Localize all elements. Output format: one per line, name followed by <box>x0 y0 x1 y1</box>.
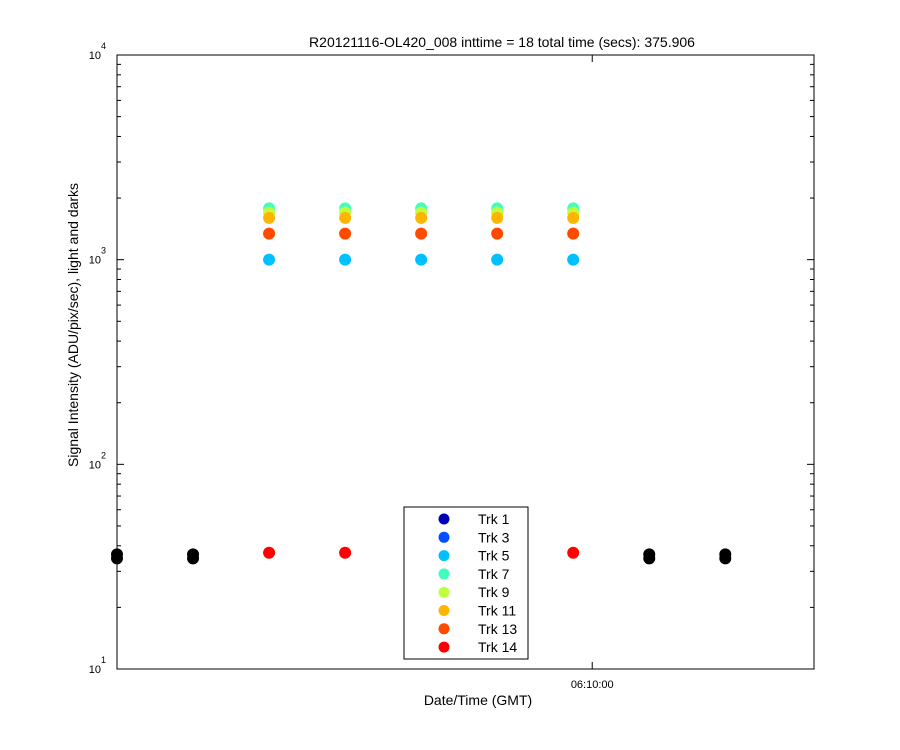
y-tick-label: 103 <box>89 246 106 267</box>
y-axis-label: Signal Intensity (ADU/pix/sec), light an… <box>65 183 81 467</box>
data-point <box>415 211 428 224</box>
data-point <box>567 211 580 224</box>
legend-marker <box>438 641 450 653</box>
legend-label: Trk 1 <box>478 511 510 527</box>
legend-label: Trk 3 <box>478 529 510 545</box>
legend-marker <box>438 605 450 616</box>
data-point <box>491 227 504 240</box>
legend-marker <box>438 531 450 543</box>
x-tick-label: 06:10:00 <box>571 679 614 691</box>
legend-marker <box>438 586 450 598</box>
data-point <box>491 211 504 224</box>
legend-label: Trk 5 <box>478 548 510 564</box>
legend-marker <box>438 568 450 580</box>
data-point <box>415 227 428 240</box>
legend-marker <box>438 623 450 635</box>
y-tick-label: 104 <box>89 41 106 62</box>
data-point <box>491 253 504 266</box>
data-point <box>339 211 352 224</box>
y-tick-label: 101 <box>89 655 106 676</box>
legend-box <box>403 506 529 660</box>
data-point <box>415 253 428 266</box>
data-points <box>111 202 732 565</box>
data-point <box>263 227 276 240</box>
data-point <box>339 546 352 559</box>
legend-label: Trk 11 <box>478 603 516 619</box>
x-axis-ticks: 06:10:00 <box>571 55 614 691</box>
y-tick-label: 102 <box>89 450 106 471</box>
data-point <box>567 253 580 266</box>
data-point <box>263 211 276 224</box>
dark-data-point <box>111 552 123 565</box>
data-point <box>339 227 352 240</box>
data-point <box>263 253 276 266</box>
legend-label: Trk 7 <box>478 566 510 582</box>
x-axis-label: Date/Time (GMT) <box>424 692 532 708</box>
legend-label: Trk 14 <box>478 639 517 655</box>
chart-title: R20121116-OL420_008 inttime = 18 total t… <box>309 34 695 50</box>
data-point <box>263 546 276 559</box>
legend-label: Trk 9 <box>478 584 510 600</box>
data-point <box>339 253 352 266</box>
dark-data-point <box>187 552 200 565</box>
legend-marker <box>438 550 450 562</box>
y-axis-ticks: 101 102 103 104 <box>89 41 814 676</box>
legend-label: Trk 13 <box>478 621 517 637</box>
legend-marker <box>438 513 450 525</box>
legend: Trk 1 Trk 3 Trk 5 Trk 7 Trk 9 Trk 11 Trk 13 Trk… <box>403 506 529 660</box>
data-point <box>567 227 580 240</box>
dark-data-point <box>643 552 656 565</box>
data-point <box>567 546 580 559</box>
dark-data-point <box>719 552 732 565</box>
